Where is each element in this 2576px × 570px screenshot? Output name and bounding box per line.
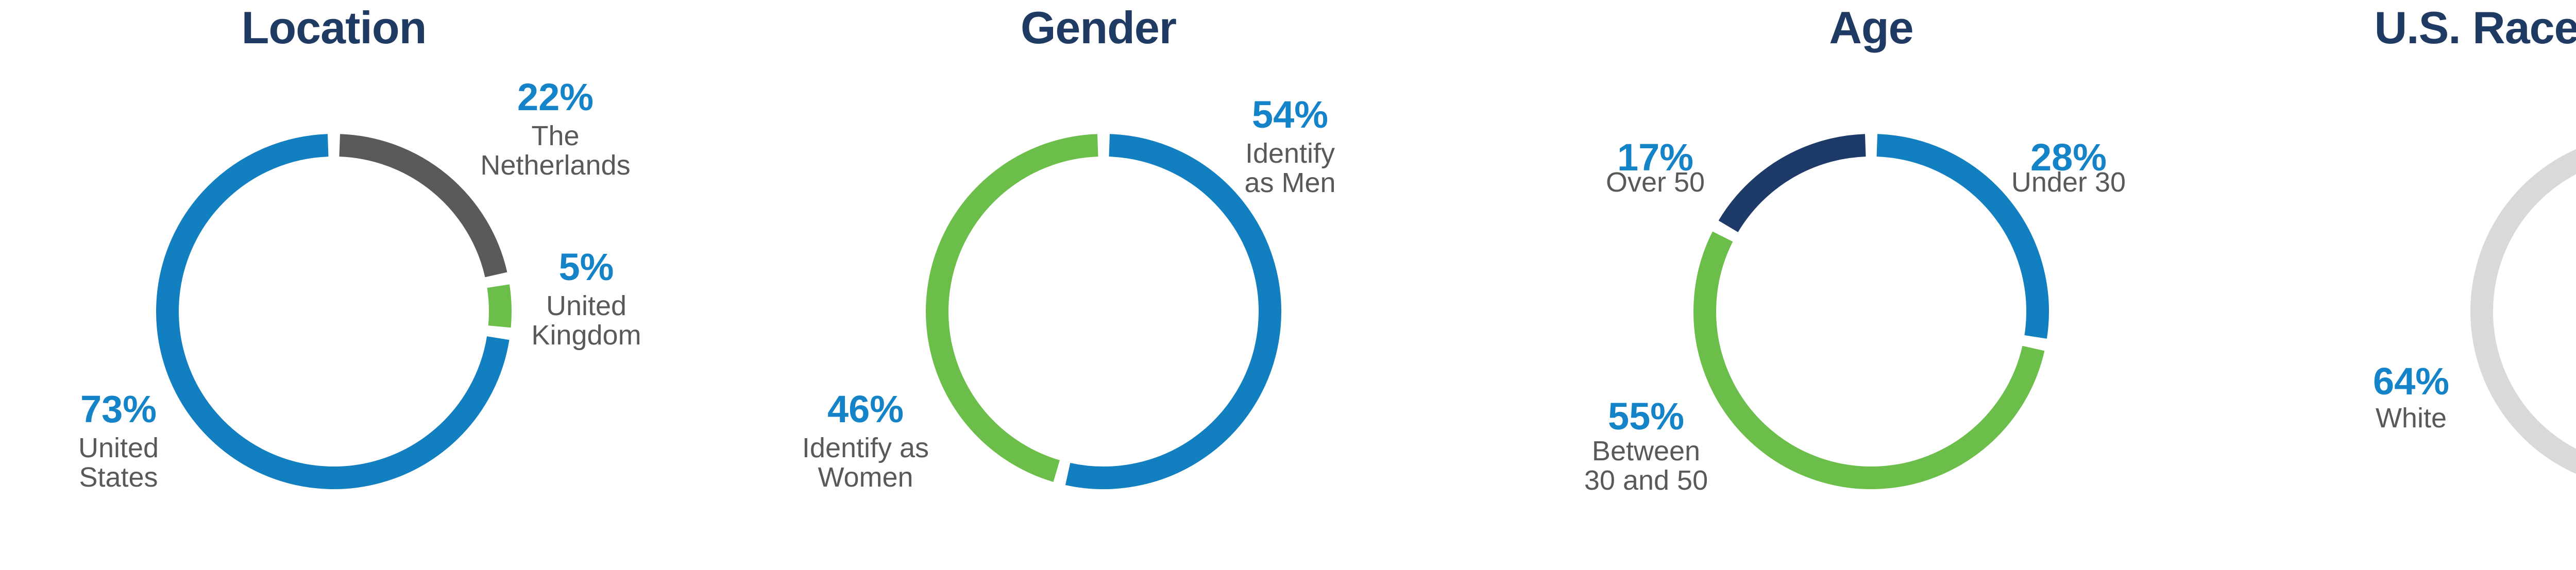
percent-label-identify-as-men: 54%: [1251, 93, 1329, 136]
category-label-identify-as-women: Identify as Women: [711, 434, 1020, 492]
donut-segment-identify-as-men: [1065, 134, 1281, 489]
chart-title-us-race-and-ethnicity: U.S. Race and Ethnicity(2): [2275, 5, 2576, 50]
category-label-line: The: [531, 120, 580, 151]
percent-label-united-kingdom: 5%: [558, 246, 614, 288]
chart-title-text: Location: [241, 2, 427, 53]
category-label-line: 30 and 50: [1584, 465, 1708, 496]
category-label-identify-as-men: Identify as Men: [1136, 139, 1445, 198]
donut-segment-under-30: [1876, 134, 2049, 339]
percent-label-over-50: 17%: [1617, 136, 1694, 179]
category-label-united-states: United States: [0, 434, 273, 492]
category-label-line: Over 50: [1605, 167, 1705, 198]
category-label-line: Women: [818, 462, 913, 493]
category-label-line: Kingdom: [531, 320, 641, 351]
donut-segment-between-30-and-50: [1693, 231, 2045, 489]
category-label-over-50: Over 50: [1501, 168, 1810, 197]
category-label-line: United: [546, 290, 627, 321]
percent-label-united-states: 73%: [80, 388, 157, 430]
category-label-under-30: Under 30: [1914, 168, 2223, 197]
category-label-line: Netherlands: [480, 150, 631, 181]
percent-label-identify-as-women: 46%: [827, 388, 904, 430]
category-label-line: Identify as: [802, 433, 929, 463]
chart-title-age: Age: [1511, 5, 2232, 50]
category-label-line: United: [78, 433, 159, 463]
chart-title-location: Location: [0, 5, 694, 50]
chart-title-text: Age: [1829, 2, 1913, 53]
donut-segment-over-50: [1718, 134, 1866, 233]
donut-segment-white: [2470, 149, 2576, 474]
percent-label-white: 64%: [2372, 360, 2450, 403]
category-label-line: as Men: [1244, 167, 1336, 198]
category-label-united-kingdom: United Kingdom: [432, 291, 741, 350]
category-label-line: States: [79, 462, 158, 493]
category-label-white: White: [2257, 404, 2566, 433]
chart-title-text: Gender: [1020, 2, 1177, 53]
percent-label-the-netherlands: 22%: [517, 76, 594, 118]
donut-segment-united-kingdom: [487, 284, 512, 328]
percent-label-under-30: 28%: [2030, 136, 2107, 179]
donut-segment-united-states: [156, 134, 510, 489]
percent-label-between-30-and-50: 55%: [1607, 395, 1685, 438]
donut-segment-the-netherlands: [339, 134, 507, 278]
category-label-line: Between: [1591, 436, 1701, 467]
chart-title-text: U.S. Race and Ethnicity: [2374, 2, 2576, 53]
donut-segment-identify-as-women: [926, 134, 1098, 482]
category-label-line: White: [2375, 403, 2447, 434]
category-label-line: Under 30: [2011, 167, 2126, 198]
category-label-the-netherlands: The Netherlands: [401, 122, 710, 180]
category-label-line: Identify: [1245, 138, 1335, 169]
chart-title-gender: Gender: [738, 5, 1459, 50]
category-label-between-30-and-50: Between 30 and 50: [1492, 437, 1801, 495]
